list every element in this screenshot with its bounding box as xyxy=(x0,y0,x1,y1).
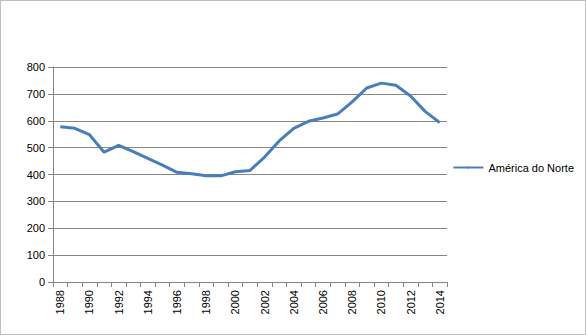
svg-text:2006: 2006 xyxy=(317,290,329,314)
svg-text:100: 100 xyxy=(27,249,45,261)
svg-text:2014: 2014 xyxy=(434,290,446,314)
svg-text:800: 800 xyxy=(27,61,45,73)
svg-text:400: 400 xyxy=(27,169,45,181)
svg-text:0: 0 xyxy=(39,276,45,288)
svg-text:2004: 2004 xyxy=(288,290,300,314)
svg-text:2002: 2002 xyxy=(259,290,271,314)
svg-text:300: 300 xyxy=(27,195,45,207)
svg-text:600: 600 xyxy=(27,115,45,127)
svg-text:2000: 2000 xyxy=(229,290,241,314)
svg-text:2010: 2010 xyxy=(375,290,387,314)
svg-text:1990: 1990 xyxy=(83,290,95,314)
svg-text:700: 700 xyxy=(27,88,45,100)
svg-text:1998: 1998 xyxy=(200,290,212,314)
svg-text:1988: 1988 xyxy=(54,290,66,314)
svg-text:200: 200 xyxy=(27,222,45,234)
svg-text:1992: 1992 xyxy=(113,290,125,314)
svg-text:América do Norte: América do Norte xyxy=(488,162,574,174)
svg-text:1996: 1996 xyxy=(171,290,183,314)
svg-text:2008: 2008 xyxy=(346,290,358,314)
svg-text:1994: 1994 xyxy=(142,290,154,314)
svg-text:500: 500 xyxy=(27,142,45,154)
svg-text:2012: 2012 xyxy=(405,290,417,314)
